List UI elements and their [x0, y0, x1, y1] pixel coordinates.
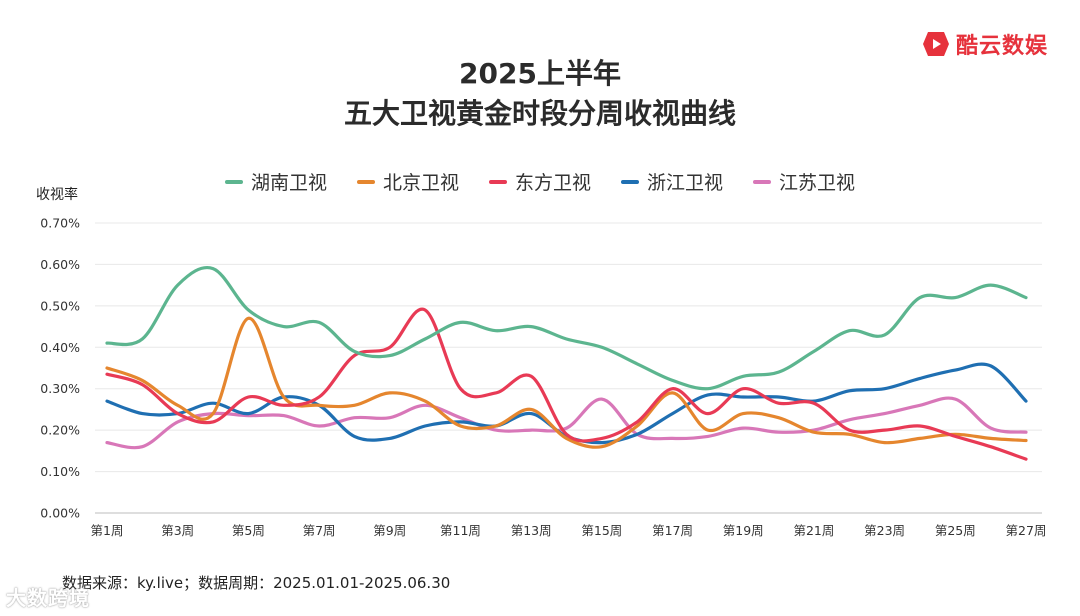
x-tick-label: 第21周 — [793, 523, 834, 538]
x-tick-label: 第25周 — [935, 523, 976, 538]
legend-item: 湖南卫视 — [224, 168, 327, 195]
legend-label: 浙江卫视 — [647, 172, 724, 194]
legend-item: 江苏卫视 — [753, 168, 855, 195]
legend-swatch — [356, 179, 375, 184]
chart-legend: 湖南卫视 北京卫视 东方卫视 浙江卫视 江苏卫视 — [0, 168, 1080, 195]
watermark-text: 大数跨境 — [6, 586, 90, 610]
x-tick-label: 第7周 — [303, 523, 336, 538]
x-tick-label: 第27周 — [1006, 523, 1047, 538]
x-tick-label: 第13周 — [511, 523, 552, 538]
series-line-zhejiang — [105, 362, 1028, 445]
brand-name: 酷云数娱 — [955, 34, 1048, 59]
x-tick-label: 第19周 — [723, 523, 764, 538]
x-tick-label: 第17周 — [652, 523, 693, 538]
x-tick-label: 第15周 — [581, 523, 622, 538]
series-line-hunan — [105, 266, 1028, 391]
legend-label: 东方卫视 — [514, 172, 591, 194]
x-tick-label: 第1周 — [91, 523, 124, 538]
x-tick-label: 第23周 — [864, 523, 905, 538]
legend-swatch — [488, 179, 507, 184]
chart-title-line2: 五大卫视黄金时段分周收视曲线 — [343, 97, 736, 130]
y-tick-label: 0.70% — [40, 216, 80, 231]
legend-swatch — [224, 179, 243, 184]
legend-swatch — [753, 179, 772, 184]
x-tick-label: 第3周 — [161, 523, 194, 538]
x-tick-label: 第11周 — [440, 523, 481, 538]
series-line-dongfang — [105, 307, 1028, 461]
x-tick-label: 第5周 — [232, 523, 265, 538]
legend-item: 浙江卫视 — [621, 168, 723, 195]
y-tick-label: 0.10% — [40, 464, 80, 479]
legend-item: 北京卫视 — [356, 168, 459, 195]
chart-title-line1: 2025上半年 — [459, 57, 621, 90]
legend-label: 江苏卫视 — [779, 172, 856, 194]
legend-label: 湖南卫视 — [250, 172, 327, 194]
x-tick-label: 第9周 — [373, 523, 406, 538]
y-tick-label: 0.20% — [40, 423, 80, 438]
y-tick-label: 0.60% — [40, 257, 80, 272]
data-source-note: 数据来源：ky.live；数据周期：2025.01.01-2025.06.30 — [62, 574, 451, 592]
y-tick-label: 0.40% — [40, 340, 80, 355]
chart-title: 2025上半年 五大卫视黄金时段分周收视曲线 — [0, 54, 1080, 134]
legend-item: 东方卫视 — [488, 168, 591, 195]
series-line-jiangsu — [105, 396, 1028, 450]
series-line-beijing — [105, 316, 1028, 449]
legend-label: 北京卫视 — [382, 172, 459, 194]
y-tick-label: 0.50% — [40, 298, 80, 313]
brand-logo: 酷云数娱 — [922, 28, 1048, 60]
y-tick-label: 0.00% — [40, 506, 80, 521]
y-tick-label: 0.30% — [40, 381, 80, 396]
legend-swatch — [621, 179, 639, 184]
y-axis-label: 收视率 — [36, 187, 78, 203]
brand-logo-icon — [922, 32, 949, 56]
